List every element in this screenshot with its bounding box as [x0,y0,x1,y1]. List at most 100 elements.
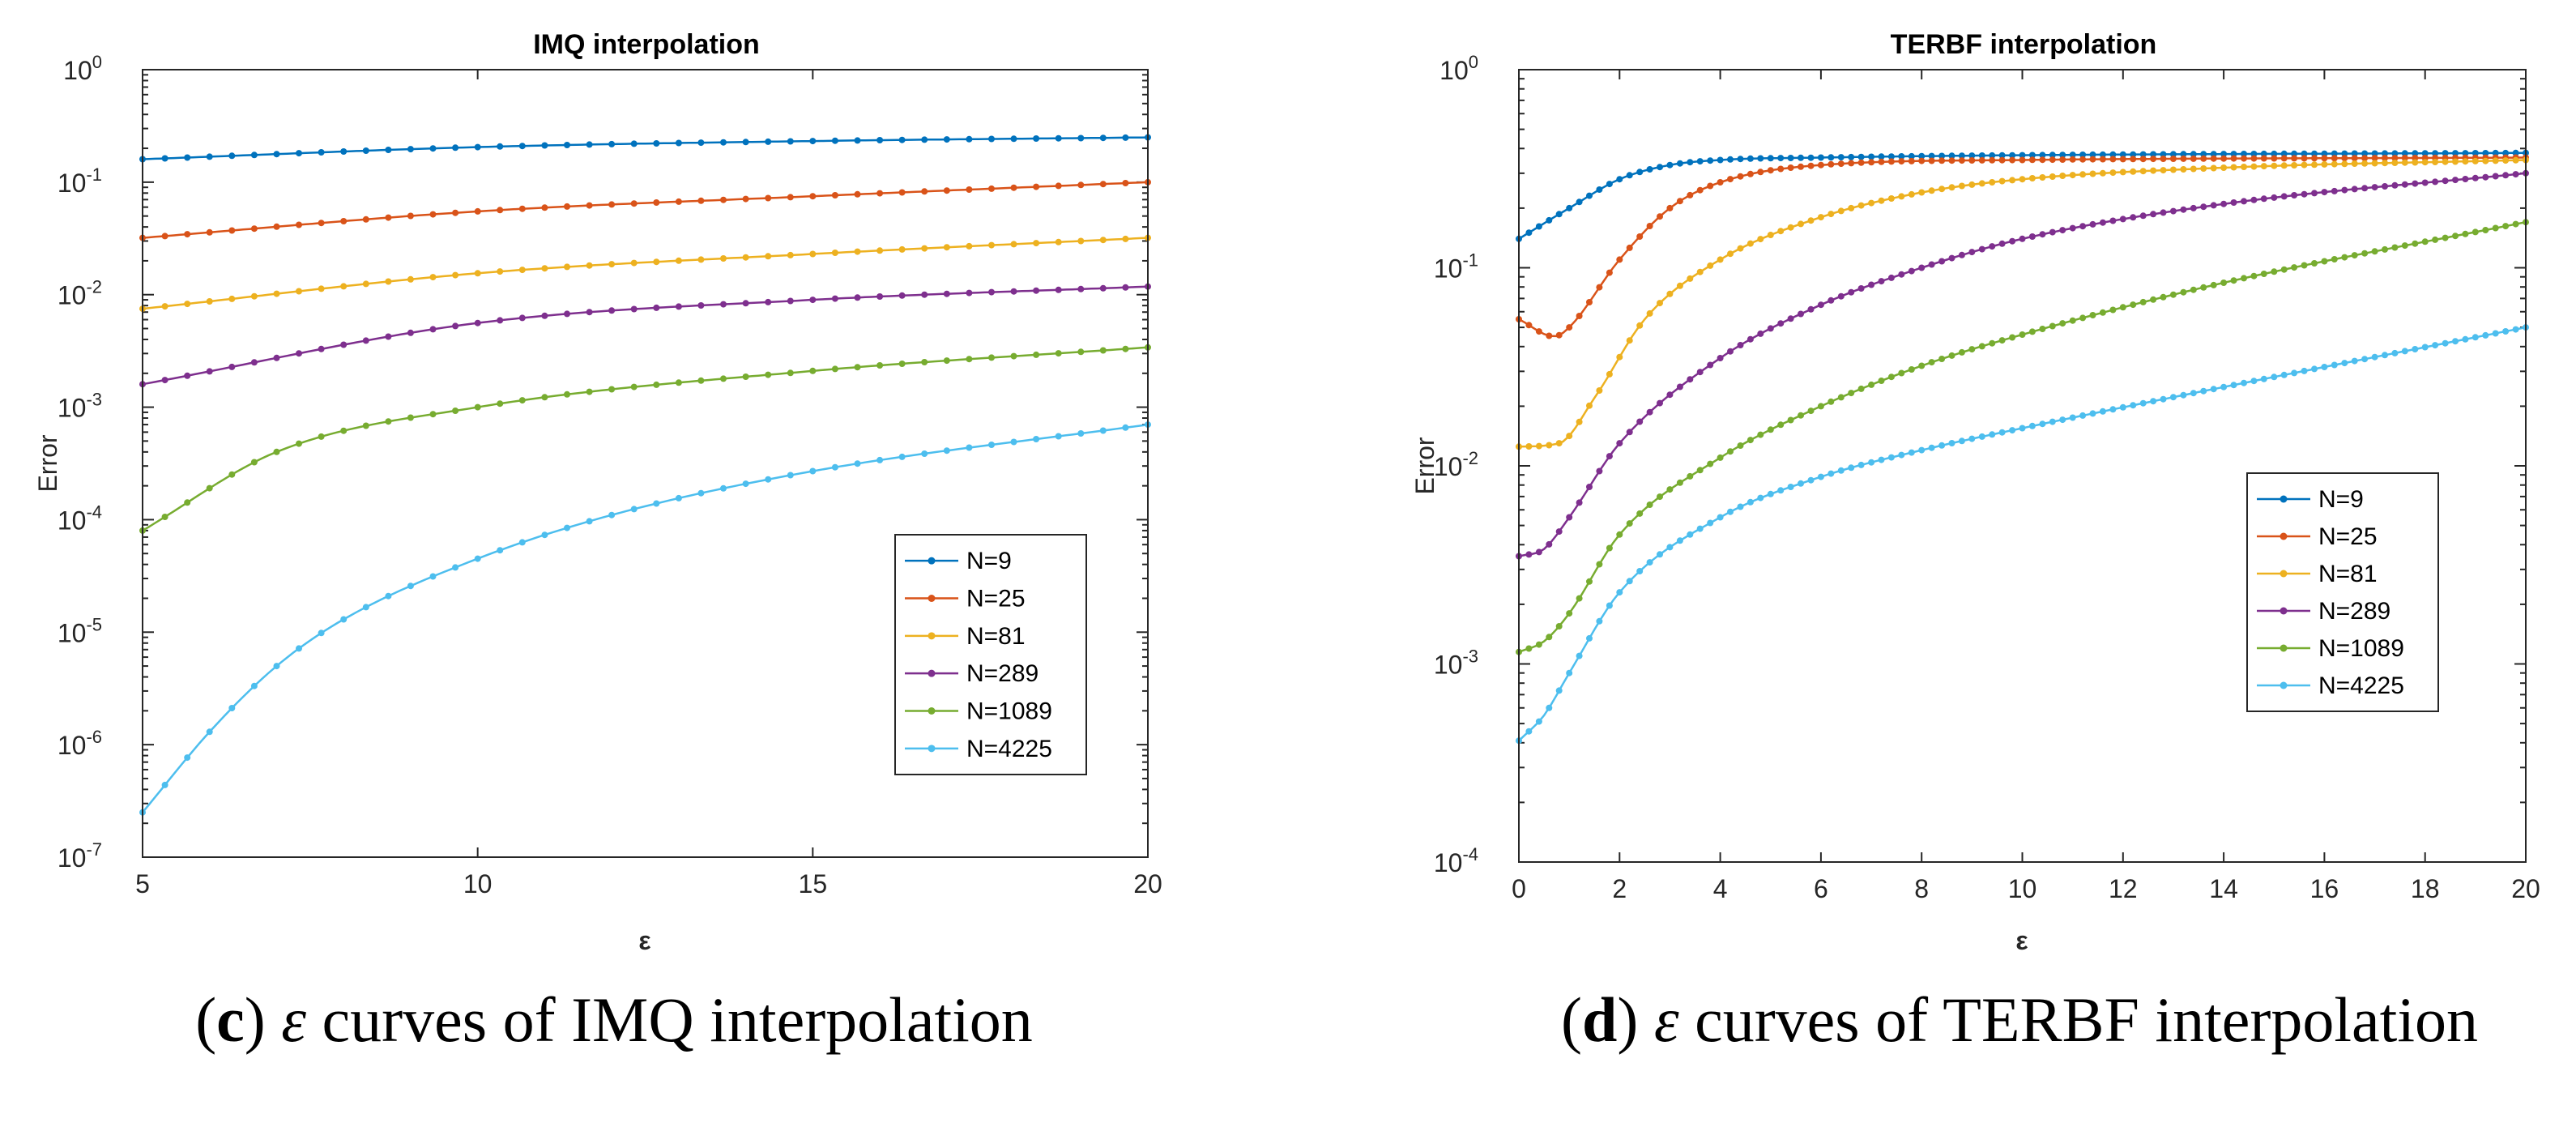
data-point [1010,241,1017,248]
data-point [831,250,838,256]
data-point [653,381,660,388]
data-point [2230,155,2237,162]
data-point [966,444,973,451]
data-point [1746,240,1754,247]
data-point [2341,150,2348,157]
data-point [2361,356,2369,363]
data-point [1807,154,1815,161]
data-point [385,214,392,221]
data-point [586,388,593,395]
data-point [429,274,437,281]
data-point [1555,440,1563,447]
data-point [1777,165,1785,173]
data-point [1546,540,1553,548]
data-point [675,257,682,264]
data-point [765,476,772,483]
data-point [1576,499,1583,506]
data-point [340,427,348,434]
data-point [1918,157,1926,164]
data-point [1033,351,1040,358]
data-point [1717,454,1724,461]
data-point [1989,243,1996,250]
data-point [630,383,638,391]
data-point [161,377,168,384]
data-point [1566,514,1573,521]
data-point [1848,288,1855,296]
data-point [2421,344,2429,351]
data-point [273,223,280,230]
data-point [2049,418,2056,425]
data-point [362,422,369,429]
data-point [541,394,548,401]
data-point [1798,480,1804,487]
data-point [1687,159,1694,166]
data-point [2280,266,2288,273]
data-point [1122,284,1129,291]
data-point [206,484,213,492]
data-point [2028,233,2036,240]
data-point [1837,394,1845,401]
data-point [1757,494,1764,501]
data-point [1055,238,1062,245]
data-point [1666,486,1674,493]
data-point [2089,156,2096,163]
data-point [831,295,838,302]
data-point [1948,184,1955,191]
data-point [1555,687,1563,694]
data-point [2432,159,2439,165]
data-point [1636,418,1644,425]
data-point [1586,299,1593,305]
data-point [988,185,995,192]
series-line-N=81 [142,237,1149,310]
data-point [854,460,861,467]
data-point [2059,416,2066,424]
data-point [2190,151,2197,158]
data-point [2371,160,2378,167]
data-point [1055,134,1062,142]
data-point [1918,152,1926,160]
data-point [2169,151,2177,158]
data-point [854,294,861,301]
data-point [2250,196,2258,203]
legend-marker [928,595,936,602]
data-point [2130,214,2137,221]
data-point [2371,155,2378,162]
data-point [296,440,302,447]
data-point [2280,371,2288,378]
data-point [2180,166,2187,173]
y-tick-label: 10-7 [58,839,102,873]
data-point [2250,272,2258,280]
data-point [831,192,838,198]
data-point [1989,179,1996,186]
data-point [809,193,817,200]
data-point [452,209,459,216]
data-point [2311,190,2318,197]
legend-box [2246,472,2439,712]
data-point [831,365,838,373]
data-point [608,201,616,208]
data-point [1898,158,1905,165]
data-point [2160,151,2167,158]
data-point [497,143,504,150]
data-point [385,592,392,600]
data-point [2442,158,2449,165]
data-point [2059,320,2066,327]
data-point [407,329,414,336]
data-point [184,231,191,238]
data-point [2351,150,2358,157]
data-point [2472,174,2479,181]
legend: N=9 N=25 N=81 N=289 N=1089 N=4225 [894,534,1087,775]
data-point [2099,156,2106,163]
data-point [2492,157,2499,164]
data-point [1033,240,1040,247]
data-point [1616,440,1623,447]
data-point [2210,202,2217,209]
data-point [2472,228,2479,236]
data-point [630,506,638,513]
data-point [809,250,817,258]
data-point [429,211,437,218]
data-point [1546,216,1553,224]
data-point [1596,617,1603,625]
data-point [2301,190,2308,198]
data-point [1525,551,1533,558]
